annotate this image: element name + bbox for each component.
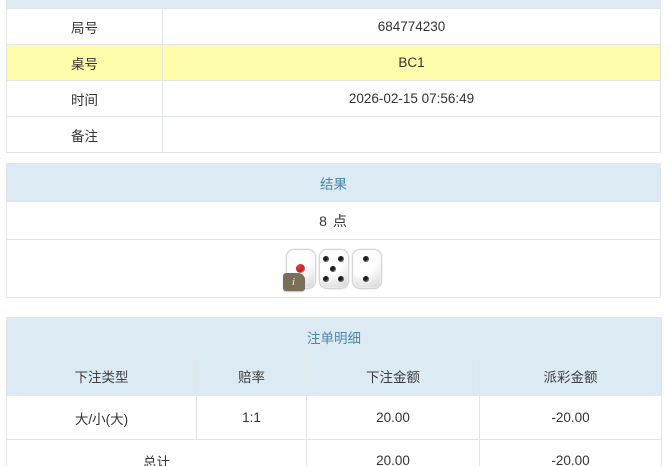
column-header-payout-amount: 派彩金额 [479, 355, 662, 396]
die-pip-icon [330, 265, 337, 272]
round-info-value-time: 2026-02-15 07:56:49 [162, 80, 661, 117]
die-pip-icon [323, 255, 330, 262]
round-info-value-table-no: BC1 [162, 44, 661, 81]
die-3 [351, 248, 382, 289]
info-icon[interactable]: i [282, 272, 305, 291]
table-row: 桌号 BC1 [6, 44, 661, 81]
total-label: 总计 [6, 439, 307, 466]
table-row: 大/小(大) 1:1 20.00 -20.00 [6, 395, 662, 440]
die-pip-icon [296, 264, 305, 273]
round-info-value-round-no: 684774230 [162, 8, 661, 45]
dice-group: i [7, 248, 660, 291]
round-info-table: 局号 684774230 桌号 BC1 时间 2026-02-15 07:56:… [6, 8, 661, 153]
result-section-header: 结果 [6, 163, 661, 202]
bet-type-cell: 大/小(大) [6, 395, 197, 440]
die-pip-icon [323, 275, 330, 282]
column-header-bet-amount: 下注金额 [306, 355, 480, 396]
table-row: 时间 2026-02-15 07:56:49 [6, 80, 661, 117]
bet-details-table: 注单明细 下注类型 赔率 下注金额 派彩金额 大/小(大) 1:1 20.00 … [6, 317, 662, 466]
round-info-label-table-no: 桌号 [6, 44, 163, 81]
bet-details-title: 注单明细 [6, 317, 662, 356]
table-row: 结果 [6, 163, 661, 202]
table-total-row: 总计 20.00 -20.00 [6, 439, 662, 466]
die-pip-icon [363, 275, 370, 282]
table-row: i [6, 239, 661, 298]
round-info-value-remark [162, 116, 661, 153]
round-info-label-time: 时间 [6, 80, 163, 117]
column-header-bet-type: 下注类型 [6, 355, 197, 396]
die-2 [318, 248, 349, 289]
die-1: i [282, 248, 316, 291]
bet-amount-cell: 20.00 [306, 395, 480, 440]
table-header-row: 下注类型 赔率 下注金额 派彩金额 [6, 355, 662, 396]
table-row: 局号 684774230 [6, 8, 661, 45]
top-header-strip [6, 0, 661, 8]
total-amount-cell: 20.00 [306, 439, 480, 466]
die-pip-icon [363, 255, 370, 262]
table-row: 注单明细 [6, 317, 662, 356]
result-dice-cell: i [6, 239, 661, 298]
round-info-label-remark: 备注 [6, 116, 163, 153]
total-payout-cell: -20.00 [479, 439, 662, 466]
table-row: 备注 [6, 116, 661, 153]
table-row: 8 点 [6, 201, 661, 240]
bet-payout-cell: -20.00 [479, 395, 662, 440]
bet-odds-cell: 1:1 [196, 395, 307, 440]
column-header-odds: 赔率 [196, 355, 307, 396]
result-table: 结果 8 点 i [6, 163, 661, 298]
result-points: 8 点 [6, 201, 661, 240]
die-pip-icon [337, 255, 344, 262]
die-pip-icon [337, 275, 344, 282]
round-info-label-round-no: 局号 [6, 8, 163, 45]
